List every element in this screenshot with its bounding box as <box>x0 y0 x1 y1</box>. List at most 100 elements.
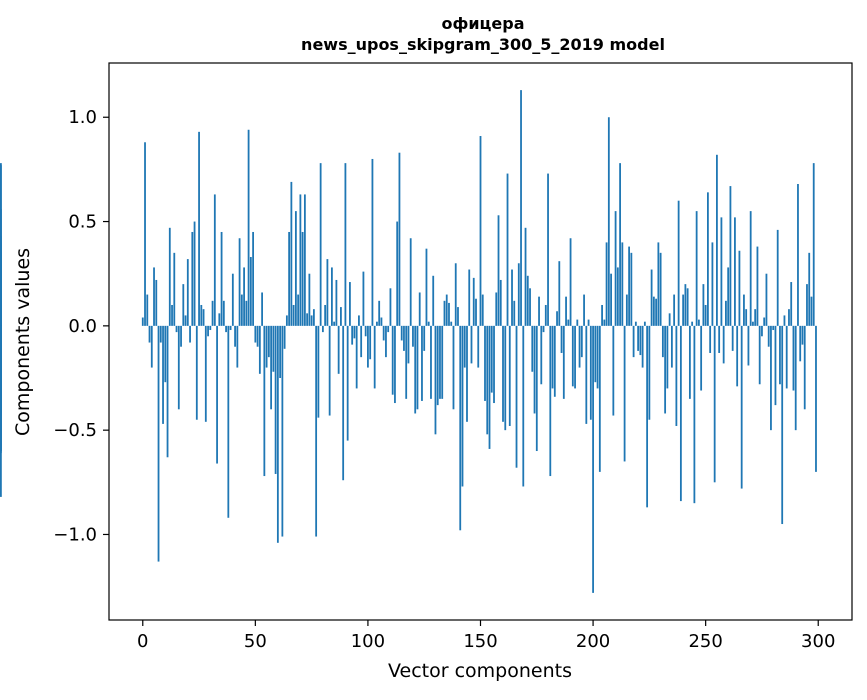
bar-30 <box>209 326 211 330</box>
bar-246 <box>696 211 698 326</box>
bar-130 <box>435 326 437 434</box>
bar-278 <box>768 326 770 347</box>
bar-178 <box>543 326 545 332</box>
bar-233 <box>666 326 668 389</box>
bar-142 <box>462 326 464 487</box>
x-axis-label: Vector components <box>388 660 572 682</box>
bar-67 <box>293 305 295 326</box>
bar-77 <box>315 326 317 537</box>
bar-209 <box>612 326 614 416</box>
bar-289 <box>793 326 795 391</box>
bar-235 <box>671 326 673 368</box>
bar-262 <box>732 326 734 351</box>
bar-148 <box>475 299 477 326</box>
bar-254 <box>714 326 716 482</box>
bar-83 <box>329 326 331 416</box>
bar-59 <box>275 326 277 474</box>
bar-212 <box>619 163 621 326</box>
bar-114 <box>399 153 401 326</box>
bar-undefined <box>0 284 2 326</box>
bar-292 <box>799 326 801 361</box>
bar-294 <box>804 326 806 409</box>
bar-157 <box>495 292 497 325</box>
bar-118 <box>408 326 410 364</box>
bar-48 <box>250 257 252 326</box>
bar-194 <box>579 326 581 368</box>
bar-123 <box>419 292 421 325</box>
bar-47 <box>248 130 250 326</box>
bar-73 <box>306 313 308 326</box>
bar-23 <box>194 222 196 326</box>
bar-183 <box>554 326 556 397</box>
bar-116 <box>403 326 405 351</box>
bar-154 <box>489 326 491 449</box>
bar-125 <box>423 326 425 351</box>
bar-122 <box>417 326 419 409</box>
bar-132 <box>439 326 441 399</box>
bar-216 <box>628 247 630 326</box>
bar-271 <box>752 322 754 326</box>
bar-238 <box>678 201 680 326</box>
bar-227 <box>653 297 655 326</box>
bar-160 <box>502 326 504 422</box>
bar-249 <box>703 284 705 326</box>
bar-12 <box>169 228 171 326</box>
bar-31 <box>212 301 214 326</box>
bar-26 <box>200 305 202 326</box>
bar-76 <box>313 309 315 326</box>
chart-title-line-2: news_upos_skipgram_300_5_2019 model <box>301 35 665 54</box>
bar-237 <box>675 326 677 426</box>
bar-127 <box>428 322 430 326</box>
bar-55 <box>266 326 268 368</box>
bar-195 <box>581 326 583 357</box>
bar-250 <box>705 305 707 326</box>
bar-43 <box>239 238 241 326</box>
bar-232 <box>664 326 666 414</box>
bar-40 <box>232 274 234 326</box>
bar-20 <box>187 259 189 326</box>
bar-13 <box>171 305 173 326</box>
bar-5 <box>153 267 155 325</box>
bar-22 <box>191 232 193 326</box>
bar-108 <box>385 326 387 357</box>
bar-224 <box>646 326 648 507</box>
bar-220 <box>637 326 639 351</box>
bar-24 <box>196 326 198 420</box>
bar-56 <box>268 326 270 357</box>
bar-185 <box>558 261 560 326</box>
bar-167 <box>518 263 520 326</box>
bar-255 <box>716 155 718 326</box>
bar-36 <box>223 301 225 326</box>
bar-202 <box>597 326 599 389</box>
bar-223 <box>644 322 646 326</box>
bar-65 <box>288 232 290 326</box>
bar-201 <box>594 326 596 382</box>
bar-269 <box>748 326 750 366</box>
bar-176 <box>538 297 540 326</box>
bar-50 <box>254 326 256 343</box>
bar-251 <box>707 192 709 326</box>
bar-205 <box>603 320 605 326</box>
bar-102 <box>372 159 374 326</box>
bar-70 <box>299 194 301 325</box>
bar-89 <box>342 326 344 480</box>
bar-287 <box>788 309 790 326</box>
bar-46 <box>245 301 247 326</box>
bar-45 <box>243 267 245 325</box>
bar-190 <box>570 238 572 326</box>
bar-297 <box>811 297 813 326</box>
bar-180 <box>547 174 549 326</box>
bar-288 <box>790 282 792 326</box>
bar-149 <box>477 326 479 368</box>
bar-222 <box>642 326 644 368</box>
bar-242 <box>687 288 689 326</box>
bar-133 <box>441 326 443 399</box>
bar-7 <box>158 326 160 562</box>
bar-103 <box>374 326 376 389</box>
bar-213 <box>621 242 623 325</box>
bar-161 <box>504 326 506 430</box>
x-tick-label: 100 <box>351 631 385 652</box>
chart-title-line-1: офицера <box>441 14 524 33</box>
bar-42 <box>236 326 238 368</box>
